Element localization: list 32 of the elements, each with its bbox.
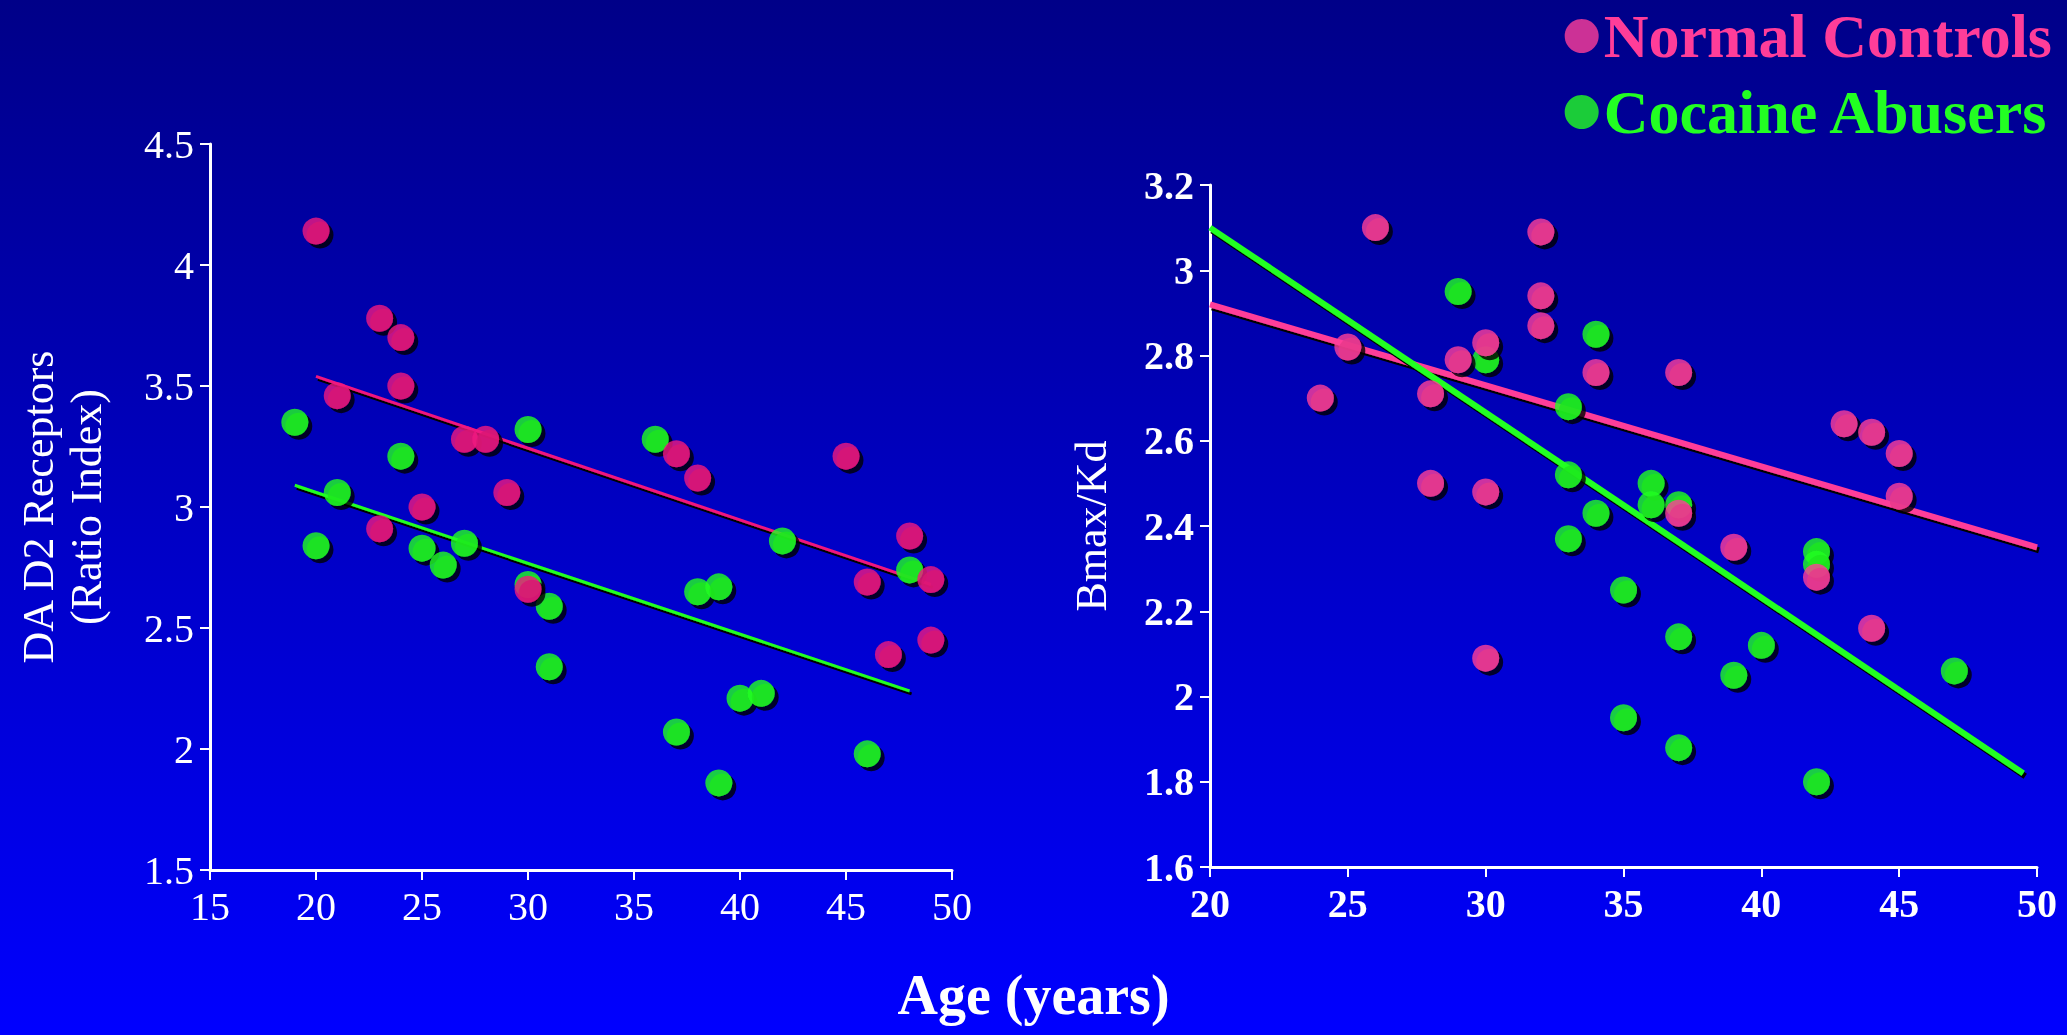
y-tick-label: 2.2: [1144, 588, 1194, 634]
y-axis-title: Bmax/Kd: [1066, 440, 1116, 612]
y-tick-label: 4: [174, 242, 194, 288]
y-tick-label: 2.8: [1144, 333, 1194, 378]
y-tick-label: 3.2: [1144, 162, 1194, 208]
x-axis-title: Age (years): [897, 964, 1170, 1027]
y-tick-label: 3.5: [144, 363, 194, 409]
x-tick-label: 30: [1465, 880, 1506, 926]
legend-label: Cocaine Abusers: [1603, 78, 2047, 146]
x-tick-label: 25: [402, 883, 442, 929]
y-tick-label: 3: [1174, 247, 1194, 293]
y-tick-label: 4.5: [144, 121, 194, 167]
x-tick-label: 45: [1879, 880, 1920, 926]
y-tick-label: 2.6: [1144, 418, 1194, 464]
x-tick-label: 20: [296, 883, 336, 929]
x-tick-label: 45: [826, 883, 866, 929]
x-tick-label: 50: [932, 883, 972, 929]
x-tick-label: 40: [720, 883, 760, 929]
y-tick-label: 2.5: [144, 605, 194, 651]
x-tick-label: 25: [1327, 880, 1368, 926]
y-axis-title: DA D2 Receptors (Ratio Index): [13, 350, 111, 664]
y-tick-label: 1.8: [1144, 759, 1194, 805]
x-tick-label: 30: [508, 883, 548, 929]
legend-label: Normal Controls: [1603, 2, 2053, 70]
y-tick-label: 2: [1174, 674, 1194, 719]
y-tick-label: 2.4: [1144, 503, 1194, 549]
y-tick-label: 3: [174, 484, 194, 530]
x-tick-label: 35: [614, 883, 654, 929]
x-tick-label: 35: [1603, 880, 1644, 926]
x-tick-label: 40: [1741, 880, 1782, 926]
y-tick-label: 2: [174, 726, 194, 772]
x-tick-label: 50: [2017, 880, 2057, 926]
